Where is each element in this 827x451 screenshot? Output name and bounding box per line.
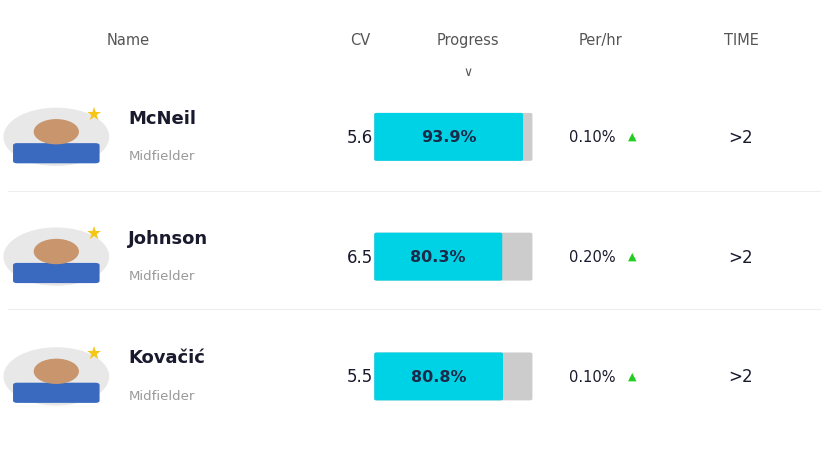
Text: 93.9%: 93.9% xyxy=(420,130,476,145)
Circle shape xyxy=(35,120,78,144)
Text: ★: ★ xyxy=(86,225,102,243)
Text: 80.8%: 80.8% xyxy=(410,369,466,384)
Text: ▲: ▲ xyxy=(627,251,635,261)
Text: Midfielder: Midfielder xyxy=(128,389,194,402)
Text: Name: Name xyxy=(107,33,150,48)
Text: CV: CV xyxy=(350,33,370,48)
Text: >2: >2 xyxy=(728,248,753,266)
Text: ★: ★ xyxy=(86,344,102,362)
Text: Per/hr: Per/hr xyxy=(578,33,621,48)
FancyBboxPatch shape xyxy=(374,353,532,400)
Text: ▲: ▲ xyxy=(627,132,635,142)
Text: 0.10%: 0.10% xyxy=(568,369,614,384)
Text: 80.3%: 80.3% xyxy=(410,249,466,265)
Text: 6.5: 6.5 xyxy=(347,248,373,266)
Text: 5.5: 5.5 xyxy=(347,368,373,386)
Text: Johnson: Johnson xyxy=(128,229,208,247)
FancyBboxPatch shape xyxy=(374,233,532,281)
Text: >2: >2 xyxy=(728,129,753,147)
FancyBboxPatch shape xyxy=(374,233,502,281)
FancyBboxPatch shape xyxy=(374,353,502,400)
Text: 0.20%: 0.20% xyxy=(568,249,614,265)
Text: ∨: ∨ xyxy=(462,66,472,78)
FancyBboxPatch shape xyxy=(13,144,99,164)
Text: Progress: Progress xyxy=(436,33,499,48)
FancyBboxPatch shape xyxy=(374,114,532,161)
FancyBboxPatch shape xyxy=(13,263,99,284)
Text: TIME: TIME xyxy=(723,33,758,48)
Text: 0.10%: 0.10% xyxy=(568,130,614,145)
Circle shape xyxy=(4,348,108,405)
Text: ▲: ▲ xyxy=(627,371,635,381)
Text: McNeil: McNeil xyxy=(128,110,196,128)
Text: 5.6: 5.6 xyxy=(347,129,373,147)
Text: ★: ★ xyxy=(86,105,102,123)
Text: Kovačić: Kovačić xyxy=(128,349,205,367)
Text: Midfielder: Midfielder xyxy=(128,150,194,163)
Text: >2: >2 xyxy=(728,368,753,386)
Circle shape xyxy=(4,229,108,285)
Circle shape xyxy=(35,359,78,383)
FancyBboxPatch shape xyxy=(13,383,99,403)
Circle shape xyxy=(4,109,108,166)
FancyBboxPatch shape xyxy=(374,114,523,161)
Circle shape xyxy=(35,240,78,264)
Text: Midfielder: Midfielder xyxy=(128,270,194,282)
